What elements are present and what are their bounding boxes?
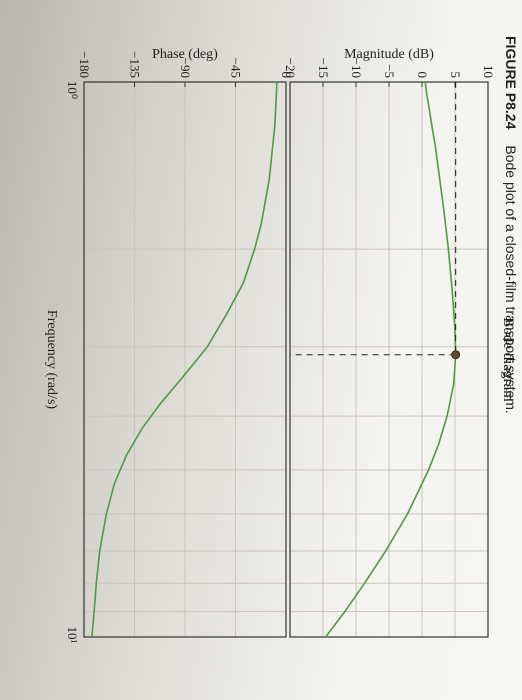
caption-text: Bode plot of a closed-film transport sys… bbox=[503, 145, 519, 414]
phase-series-line bbox=[91, 81, 278, 638]
magnitude-ytick-label: −20 bbox=[283, 58, 298, 78]
phase-ytick-label: −135 bbox=[128, 51, 143, 78]
magnitude-ytick-label: 0 bbox=[415, 72, 430, 79]
phase-ytick-label: 0 bbox=[279, 72, 294, 79]
figure-caption: FIGURE P8.24 Bode plot of a closed-film t… bbox=[503, 36, 519, 414]
magnitude-ytick-label: 5 bbox=[448, 72, 463, 79]
phase-axes-frame bbox=[83, 81, 287, 638]
phase-ytick-label: −180 bbox=[77, 51, 92, 78]
phase-ylabel: Phase (deg) bbox=[152, 47, 218, 62]
figure-label: FIGURE P8.24 bbox=[503, 36, 519, 130]
magnitude-ylabel: Magnitude (dB) bbox=[344, 47, 434, 62]
magnitude-ytick-label: −10 bbox=[349, 58, 364, 78]
magnitude-ytick-label: −5 bbox=[382, 64, 397, 78]
phase-plot: 0 −45 −90 −135 −180 Phase (deg) 10⁰ 10¹ Frequenc… bbox=[44, 47, 294, 644]
phase-ytick-label: −45 bbox=[229, 58, 244, 78]
magnitude-series-line bbox=[324, 81, 457, 638]
peak-marker bbox=[451, 350, 461, 360]
chart-title: Bode diagram bbox=[500, 317, 516, 402]
magnitude-ytick-label: 10 bbox=[481, 65, 496, 78]
phase-xtick-label: 10¹ bbox=[65, 627, 80, 644]
phase-xlabel: Frequency (rad/s) bbox=[44, 310, 59, 409]
magnitude-axes-frame bbox=[289, 81, 489, 638]
magnitude-ytick-label: −15 bbox=[316, 58, 331, 78]
phase-ytick-label: −90 bbox=[178, 58, 193, 78]
phase-xtick-label: 10⁰ bbox=[65, 81, 80, 99]
magnitude-plot: 10 5 0 −5 −10 −15 −20 Magnitude (dB) Bode diagra… bbox=[283, 47, 516, 638]
